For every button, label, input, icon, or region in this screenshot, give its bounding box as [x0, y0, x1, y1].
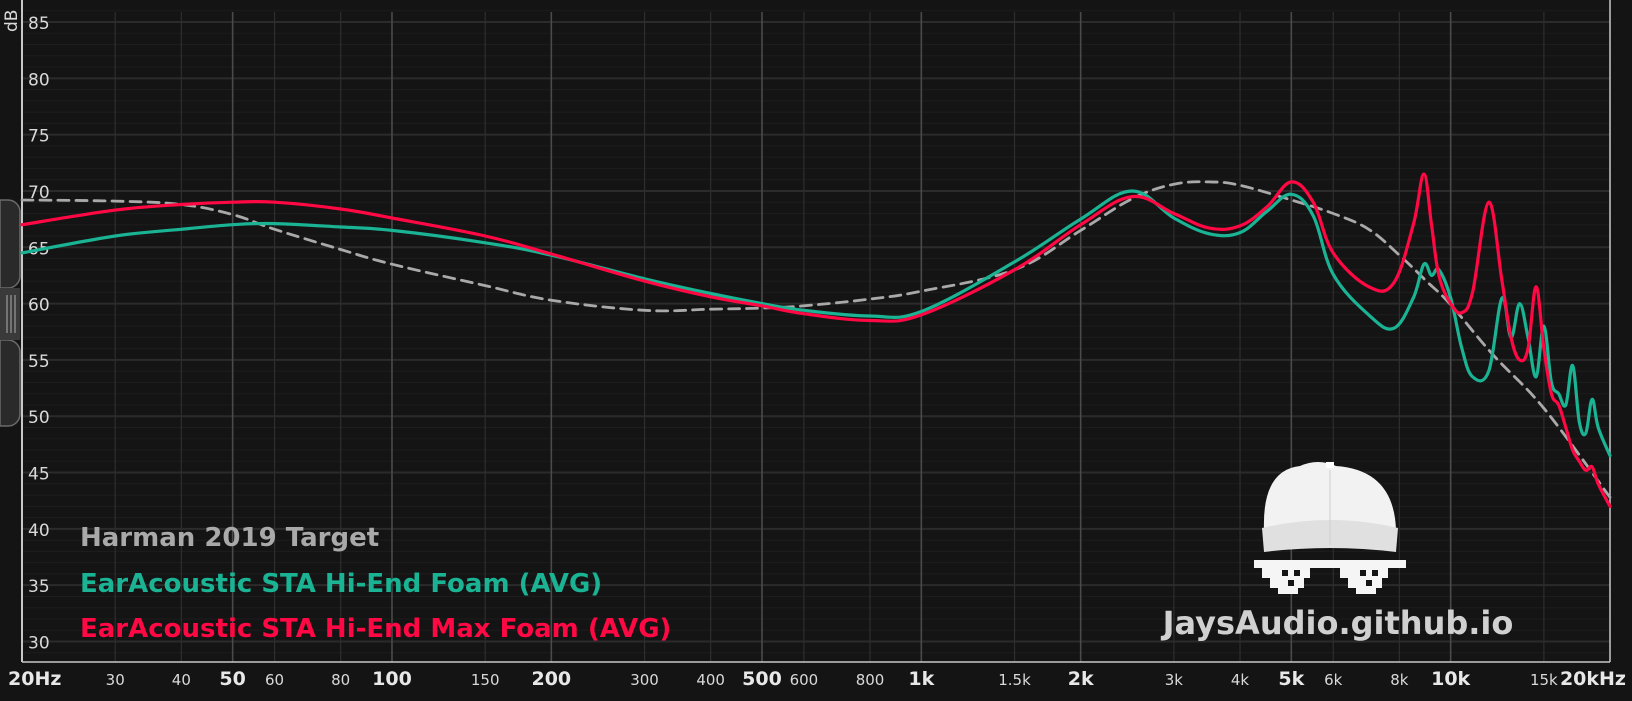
y-tick-label: 55	[28, 352, 50, 372]
series-line-2	[20, 172, 1612, 508]
sidebar-toggle-handle[interactable]	[0, 199, 21, 427]
legend: Harman 2019 Target EarAcoustic STA Hi-En…	[80, 523, 671, 644]
x-tick-label: 600	[790, 671, 819, 689]
y-tick-label: 60	[28, 296, 50, 316]
x-tick-label: 400	[696, 671, 725, 689]
legend-entry-foam[interactable]: EarAcoustic STA Hi-End Foam (AVG)	[80, 569, 602, 599]
x-tick-labels: 20Hz 30 40 50 60 80 100 150 200 300 400 500 600 800 1k…	[8, 668, 1626, 690]
x-tick-label: 3k	[1165, 671, 1184, 689]
y-tick-label: 70	[28, 183, 50, 203]
y-tick-label: 35	[28, 577, 50, 597]
x-tick-label: 30	[106, 671, 125, 689]
watermark-text: JaysAudio.github.io	[1161, 604, 1514, 642]
x-tick-label: 10k	[1431, 668, 1470, 690]
y-tick-label: 80	[28, 70, 50, 90]
x-tick-label: 2k	[1068, 668, 1094, 690]
x-tick-label: 200	[531, 668, 571, 690]
series-line-0	[20, 180, 1612, 499]
x-tick-label: 20Hz	[8, 668, 61, 690]
x-tick-label: 1k	[908, 668, 934, 690]
y-tick-label: 85	[28, 14, 50, 34]
x-tick-label: 15k	[1530, 671, 1558, 689]
x-tick-label: 60	[265, 671, 284, 689]
x-tick-label: 20kHz	[1560, 668, 1626, 690]
series-line-1	[20, 189, 1612, 458]
pixel-sunglasses-icon	[1254, 560, 1406, 594]
x-tick-label: 6k	[1324, 671, 1343, 689]
x-tick-label: 5k	[1278, 668, 1304, 690]
x-tick-label: 4k	[1231, 671, 1250, 689]
x-tick-label: 80	[331, 671, 350, 689]
x-tick-label: 500	[742, 668, 782, 690]
x-tick-label: 300	[630, 671, 659, 689]
y-axis-label: dB	[2, 10, 22, 32]
series-lines	[20, 172, 1612, 508]
horizontal-gridlines	[22, 21, 1610, 643]
x-tick-label: 1.5k	[998, 671, 1031, 689]
x-tick-label: 40	[172, 671, 191, 689]
watermark-logo: JaysAudio.github.io	[1161, 462, 1514, 642]
y-tick-label: 75	[28, 127, 50, 147]
cap-icon	[1262, 462, 1398, 552]
y-tick-label: 50	[28, 408, 50, 428]
legend-entry-harman[interactable]: Harman 2019 Target	[80, 523, 379, 553]
y-tick-label: 30	[28, 634, 50, 654]
legend-entry-max-foam[interactable]: EarAcoustic STA Hi-End Max Foam (AVG)	[80, 614, 671, 644]
x-tick-label: 100	[372, 668, 412, 690]
x-tick-label: 50	[219, 668, 245, 690]
x-tick-label: 150	[471, 671, 500, 689]
x-tick-label: 8k	[1390, 671, 1409, 689]
y-tick-label: 45	[28, 465, 50, 485]
x-tick-label: 800	[856, 671, 885, 689]
y-tick-label: 40	[28, 521, 50, 541]
